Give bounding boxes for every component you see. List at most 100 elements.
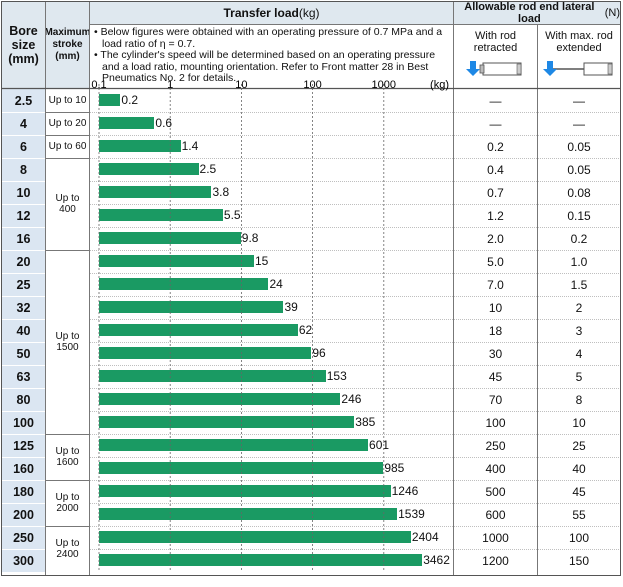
lateral-extended-value: 45 [572,484,586,499]
transfer-load-value-label: 62 [298,323,313,337]
transfer-load-bar [99,301,284,313]
note-line-4: and a load ratio, mounting orientation. … [102,60,429,73]
transfer-load-value-label: 1246 [391,484,419,498]
transfer-load-value-label: 3.8 [212,185,230,199]
transfer-load-bar [99,255,254,267]
stroke-header-line3: (mm) [55,51,80,62]
bore-header-line1: Bore [9,24,38,38]
transfer-load-value-label: 2404 [411,530,439,544]
transfer-load-title: Transfer load [223,6,299,20]
stroke-header-line1: Maximum [44,27,91,38]
transfer-load-value-label: 1539 [398,507,425,521]
transfer-load-bar [99,186,212,198]
lateral-retracted-value: 18 [488,323,503,338]
transfer-load-bar [99,232,241,244]
transfer-load-value-label: 153 [326,369,347,383]
transfer-load-bar [99,508,398,520]
max-stroke-cell: Up to 2400 [55,538,80,560]
transfer-load-bar [99,485,391,497]
bore-size-cell: 80 [2,388,45,411]
lateral-extended-value: 25 [572,438,586,453]
x-tick-label: 1000 [372,79,396,91]
lateral-load-unit: (N) [604,7,620,19]
lateral-retracted-value: 0.4 [487,162,504,177]
bore-size-cell: 100 [2,411,45,434]
max-stroke-cell: Up to 1600 [55,446,80,468]
bore-size-cell: 20 [2,250,45,273]
transfer-load-bar [99,439,369,451]
transfer-load-header: Transfer load (kg) [90,2,453,24]
lateral-load-header: Allowable rod end lateral load (N) [454,1,620,25]
retracted-label-line1: With rod [475,30,516,42]
lateral-retracted-value: 45 [488,369,503,384]
note-line-5: Pneumatics No. 2 for details. [102,72,237,84]
lateral-retracted-value: 500 [485,484,506,499]
bore-size-cell: 25 [2,273,45,296]
lateral-extended-value: 8 [575,392,583,407]
max-stroke-cell: Up to 60 [48,141,87,152]
lateral-retracted-value: 70 [488,392,503,407]
transfer-load-value-label: 96 [312,346,326,360]
transfer-load-value-label: 0.2 [121,93,139,107]
extended-subheader: With max. rod extended [538,24,620,88]
lateral-retracted-value: — [489,93,502,108]
note-line-2: load ratio of η = 0.7. [102,37,196,50]
lateral-extended-value: 2 [575,300,583,315]
bore-size-cell: 16 [2,227,45,250]
lateral-retracted-value: 0.2 [487,139,504,154]
lateral-extended-value: 0.05 [567,139,591,154]
lateral-retracted-value: 100 [485,415,506,430]
x-tick-label: 0.1 [91,79,106,91]
bore-size-cell: 63 [2,365,45,388]
max-stroke-cell: Up to 20 [48,118,87,129]
transfer-load-bar [99,117,155,129]
bore-size-cell: 4 [2,112,45,135]
bore-size-cell: 250 [2,526,45,549]
max-stroke-header: Maximum stroke (mm) [44,2,91,88]
lateral-extended-value: 40 [572,461,586,476]
transfer-load-bar [99,163,199,175]
transfer-load-value-label: 246 [341,392,362,406]
lateral-retracted-value: 1200 [482,553,509,568]
lateral-extended-value: 0.08 [567,185,591,200]
max-stroke-cell: Up to 2000 [55,492,80,514]
lateral-retracted-value: 1.2 [487,208,504,223]
lateral-extended-value: 1.0 [570,254,588,269]
bore-header-line3: (mm) [8,52,39,66]
lateral-extended-value: — [573,93,585,108]
bore-size-cell: 50 [2,342,45,365]
transfer-load-bar [99,393,341,405]
lateral-retracted-value: 2.0 [487,231,504,246]
transfer-load-value-label: 9.8 [241,231,259,245]
stroke-header-line2: stroke [52,39,83,50]
transfer-notes: • Below figures were obtained with an op… [94,26,450,85]
bore-size-cell: 6 [2,135,45,158]
bore-header-line2: size [11,38,36,52]
transfer-load-value-label: 24 [269,277,283,291]
bore-size-cell: 180 [2,480,45,503]
lateral-extended-value: 3 [575,323,583,338]
bore-size-cell: 125 [2,434,45,457]
transfer-load-value-label: 985 [384,461,405,475]
lateral-extended-value: 5 [575,369,583,384]
max-stroke-cell: Up to 400 [55,193,80,215]
lateral-extended-value: 55 [572,507,586,522]
transfer-load-value-label: 15 [254,254,269,268]
bore-size-cell: 32 [2,296,45,319]
x-unit-label: (kg) [430,79,449,91]
x-tick-label: 1 [167,79,173,91]
lateral-retracted-value: 7.0 [487,277,504,292]
bore-size-cell: 12 [2,204,45,227]
lateral-extended-value: 0.2 [570,231,588,246]
extended-label-line1: With max. rod [545,30,613,42]
bore-size-header: Bore size (mm) [2,2,45,88]
transfer-load-value-label: 2.5 [199,162,217,176]
transfer-load-value-label: 3462 [423,553,450,567]
bore-size-cell: 10 [2,181,45,204]
transfer-load-bar [99,370,326,382]
max-stroke-cell: Up to 10 [48,95,87,106]
lateral-retracted-value: 250 [485,438,506,453]
bore-size-cell: 40 [2,319,45,342]
cylinder-extended-icon [543,61,613,76]
